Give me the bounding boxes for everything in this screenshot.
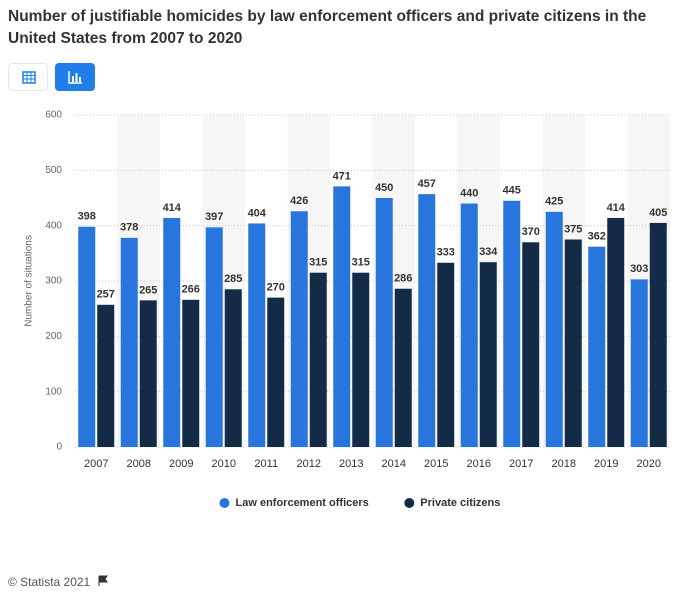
bar [267, 297, 285, 447]
data-label: 333 [437, 247, 455, 259]
y-tick-label: 400 [45, 220, 62, 231]
x-tick-label: 2012 [297, 458, 321, 470]
x-tick-label: 2010 [212, 458, 236, 470]
data-label: 315 [352, 257, 370, 269]
table-view-button[interactable] [8, 63, 48, 91]
footer: © Statista 2021 [8, 575, 109, 589]
data-label: 471 [333, 170, 351, 182]
y-tick-label: 100 [45, 386, 62, 397]
chart: 0 100 200 300 400 500 600 Number of situations 2… [24, 110, 670, 509]
chart-icon [68, 71, 82, 84]
bar [394, 288, 412, 447]
data-label: 397 [205, 211, 223, 223]
flag-icon [98, 575, 108, 586]
bar [564, 239, 582, 447]
data-label: 362 [588, 231, 606, 243]
x-tick-label: 2019 [594, 458, 618, 470]
x-tick-label: 2009 [169, 458, 193, 470]
data-label: 315 [309, 257, 327, 269]
y-tick-label: 300 [45, 276, 62, 287]
bar [479, 262, 497, 447]
bar [375, 198, 393, 447]
data-label: 266 [182, 284, 200, 296]
legend-label: Law enforcement officers [236, 497, 369, 509]
data-label: 414 [607, 202, 626, 214]
bar [97, 304, 115, 447]
copyright: © Statista 2021 [8, 575, 91, 589]
y-tick-label: 0 [56, 442, 62, 453]
bar [522, 242, 540, 447]
data-label: 303 [630, 263, 648, 275]
y-tick-label: 500 [45, 165, 62, 176]
data-label: 425 [545, 196, 563, 208]
data-label: 285 [224, 273, 242, 285]
data-label: 265 [139, 284, 157, 296]
bar [139, 300, 157, 447]
bar [309, 272, 327, 447]
bar [163, 217, 181, 447]
x-tick-label: 2011 [254, 458, 278, 470]
x-tick-label: 2017 [509, 458, 533, 470]
chart-view-button[interactable] [55, 63, 95, 91]
bar [120, 237, 138, 447]
x-tick-label: 2018 [552, 458, 576, 470]
legend-label: Private citizens [420, 497, 500, 509]
bar [418, 194, 436, 447]
data-label: 426 [290, 195, 308, 207]
legend-marker [404, 498, 415, 508]
bar [437, 262, 455, 447]
chart-title: Number of justifiable homicides by law e… [8, 8, 647, 47]
bar [460, 203, 478, 447]
data-label: 378 [120, 222, 138, 234]
y-tick-label: 600 [45, 110, 62, 121]
data-label: 257 [97, 289, 115, 301]
bar [205, 227, 223, 447]
x-tick-label: 2007 [84, 458, 108, 470]
y-tick-label: 200 [45, 331, 62, 342]
x-tick-label: 2016 [467, 458, 491, 470]
x-tick-label: 2008 [127, 458, 151, 470]
bar [630, 279, 648, 447]
legend-marker [219, 498, 230, 508]
bar [649, 222, 667, 447]
bar [333, 186, 351, 447]
data-label: 445 [503, 185, 521, 197]
bar [588, 246, 606, 447]
data-label: 440 [460, 187, 478, 199]
data-label: 398 [78, 211, 96, 223]
data-label: 334 [479, 246, 498, 258]
data-label: 450 [375, 182, 393, 194]
data-label: 414 [163, 202, 182, 214]
table-icon [22, 71, 36, 84]
data-label: 270 [267, 282, 285, 294]
x-tick-label: 2014 [382, 458, 406, 470]
data-label: 457 [418, 178, 436, 190]
bar [78, 226, 96, 447]
bar [352, 272, 370, 447]
bar [290, 211, 308, 447]
y-axis-label: Number of situations [24, 235, 35, 327]
bar [503, 200, 521, 447]
x-tick-label: 2013 [339, 458, 363, 470]
data-label: 404 [248, 207, 267, 219]
data-label: 375 [564, 223, 582, 235]
bar [545, 211, 563, 447]
data-label: 405 [649, 207, 667, 219]
data-label: 286 [394, 273, 412, 285]
bar [248, 223, 266, 447]
bar [182, 299, 200, 447]
x-tick-label: 2015 [424, 458, 448, 470]
data-label: 370 [522, 226, 540, 238]
x-tick-label: 2020 [637, 458, 661, 470]
bar [607, 217, 625, 447]
bar [224, 289, 242, 447]
